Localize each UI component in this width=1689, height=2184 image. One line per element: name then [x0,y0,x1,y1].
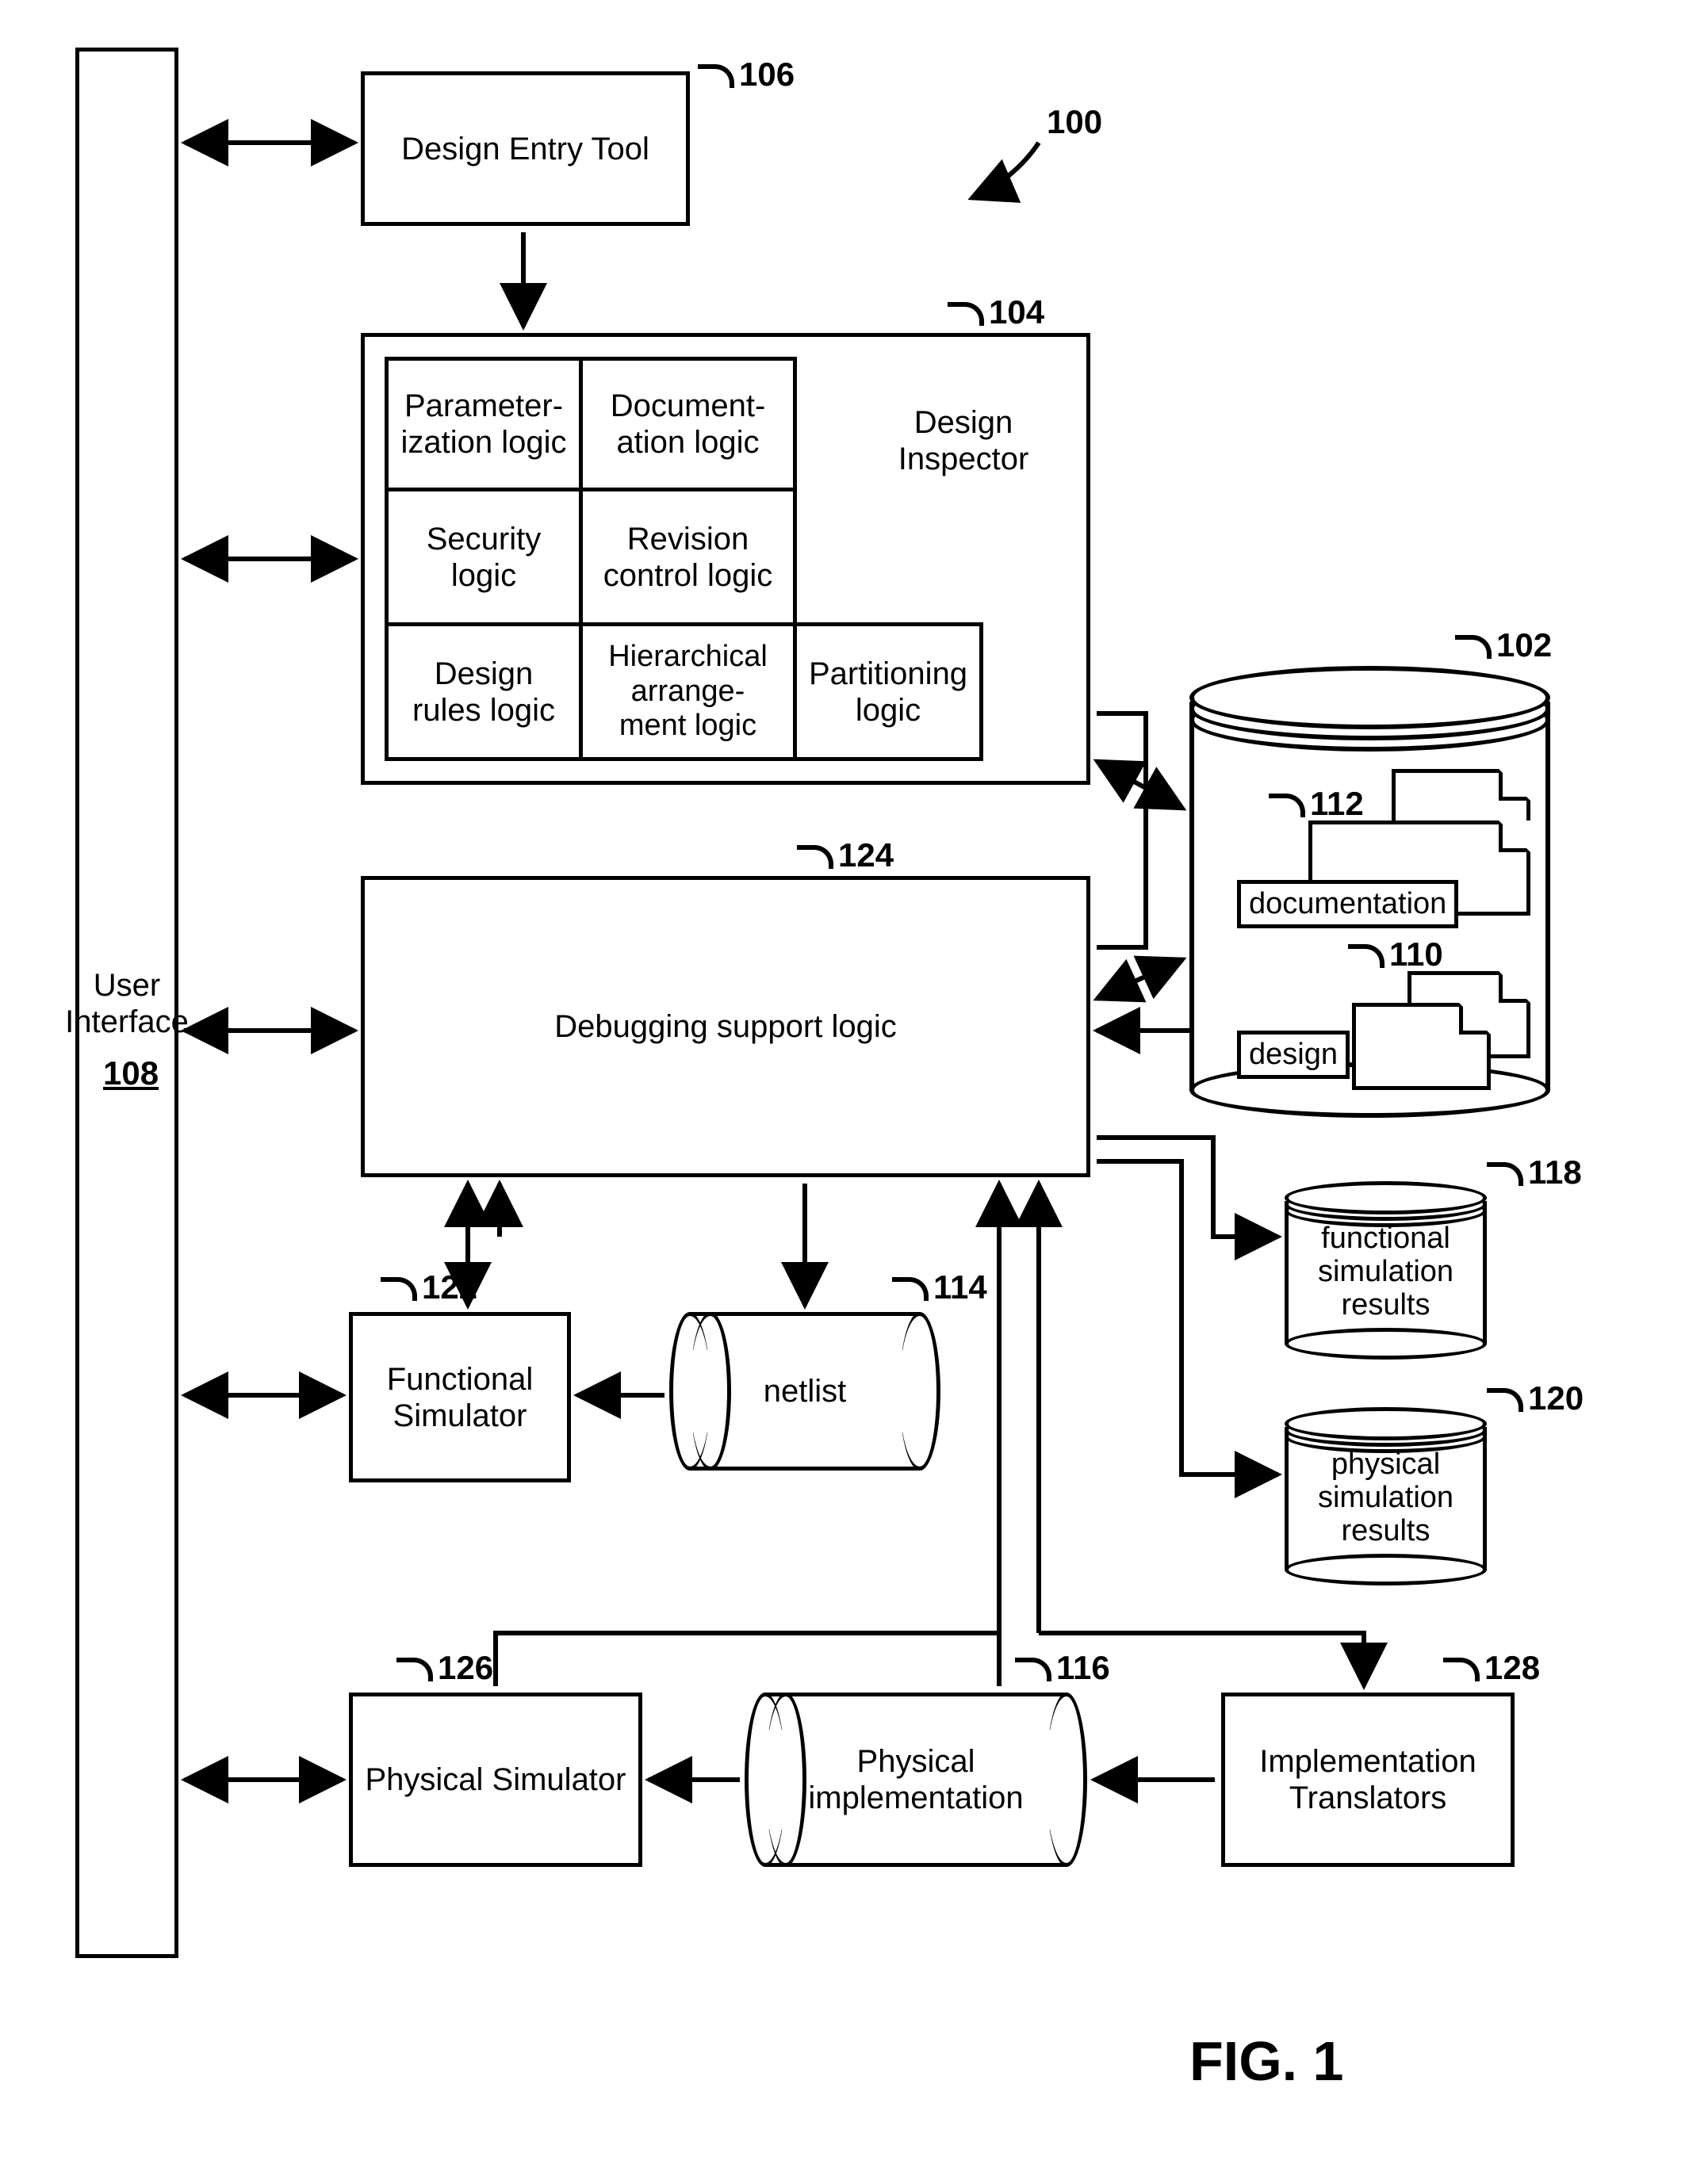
cell-label: Design rules logic [412,656,555,729]
ref-108: 108 [103,1054,159,1092]
physical-implementation-doc: Physical implementation [765,1693,1067,1867]
physical-simulator-label: Physical Simulator [365,1761,626,1798]
ref-104: 104 [948,293,1044,331]
ref-112: 112 [1269,785,1364,823]
design-entry-tool-label: Design Entry Tool [401,131,649,167]
functional-results-cylinder: functional simulation results [1285,1181,1487,1360]
ref-106: 106 [698,55,795,94]
parameterization-logic-cell: Parameter- ization logic [385,357,583,491]
ref-122: 122 [381,1268,477,1306]
page-back-4 [1352,1003,1491,1090]
partitioning-logic-cell: Partitioning logic [793,622,983,761]
ref-120: 120 [1487,1379,1584,1417]
ref-102: 102 [1455,626,1552,664]
cell-label: Partitioning logic [809,656,967,729]
design-rules-logic-cell: Design rules logic [385,622,583,761]
figure-caption: FIG. 1 [1189,2029,1343,2093]
security-logic-cell: Security logic [385,488,583,626]
ref-118: 118 [1487,1153,1582,1191]
user-interface-label: User Interface [48,967,206,1040]
ref-114: 114 [892,1268,987,1306]
ref-128: 128 [1443,1649,1540,1687]
cell-label: Document- ation logic [611,388,766,461]
netlist-label: netlist [764,1373,847,1409]
cell-label: Revision control logic [603,521,772,594]
design-label: design [1249,1038,1338,1072]
diagram-canvas: User Interface 108 Design Entry Tool 106… [0,0,1689,2184]
design-entry-tool-box: Design Entry Tool [361,71,690,226]
physical-results-label: physical simulation results [1318,1448,1453,1547]
hierarchical-arrangement-logic-cell: Hierarchical arrange- ment logic [579,622,797,761]
physical-implementation-label: Physical implementation [808,1743,1023,1816]
debugging-support-logic-label: Debugging support logic [554,1008,896,1045]
documentation-label: documentation [1249,887,1446,921]
ref-110: 110 [1348,935,1443,973]
documentation-box: documentation [1237,880,1458,928]
cell-label: Parameter- ization logic [400,388,566,461]
functional-simulator-label: Functional Simulator [387,1361,534,1434]
functional-results-label: functional simulation results [1318,1222,1453,1321]
documentation-logic-cell: Document- ation logic [579,357,797,491]
debugging-support-logic-box: Debugging support logic [361,876,1090,1177]
design-inspector-label: Design Inspector [852,404,1074,477]
design-box: design [1237,1031,1350,1079]
implementation-translators-label: Implementation Translators [1259,1743,1476,1816]
cell-label: Hierarchical arrange- ment logic [608,640,768,744]
revision-control-logic-cell: Revision control logic [579,488,797,626]
ref-100: 100 [1047,103,1102,141]
ref-124: 124 [797,836,894,874]
functional-simulator-box: Functional Simulator [349,1312,571,1482]
cell-label: Security logic [427,521,542,594]
netlist-doc: netlist [690,1312,920,1471]
ref-116: 116 [1015,1649,1110,1687]
implementation-translators-box: Implementation Translators [1221,1693,1515,1867]
ref-126: 126 [396,1649,493,1687]
physical-simulator-box: Physical Simulator [349,1693,642,1867]
physical-results-cylinder: physical simulation results [1285,1407,1487,1585]
